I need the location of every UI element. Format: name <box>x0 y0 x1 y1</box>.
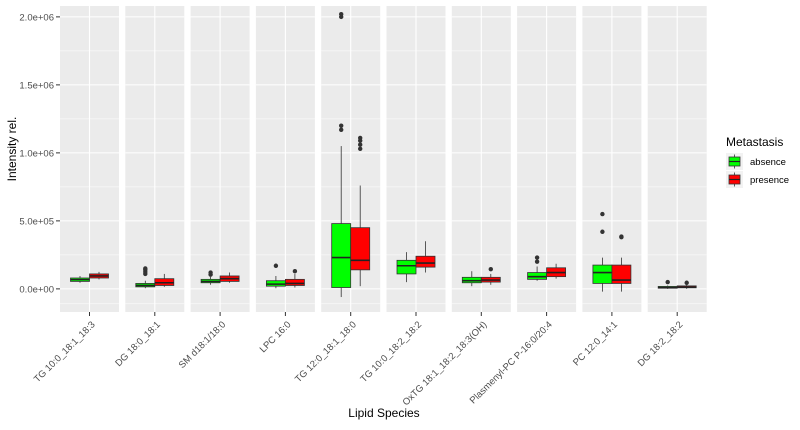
box-body <box>396 259 417 275</box>
facet-panel <box>125 6 185 312</box>
legend-title: Metastasis <box>726 135 783 149</box>
y-axis: 0.0e+00 5.0e+05 1.0e+06 1.5e+06 2.0e+06 <box>19 12 60 295</box>
facet-panel <box>647 6 707 312</box>
x-axis: TG 10:0_18:1_18:3 DG 18:0_18:1 SM d18:1/18… <box>32 312 685 408</box>
outlier-point <box>339 123 344 128</box>
facet-panel <box>321 6 381 312</box>
box-presence <box>611 234 632 292</box>
outlier-point <box>339 11 344 17</box>
box-presence <box>480 266 501 285</box>
x-tick-label: PC 12:0_14:1 <box>571 319 620 368</box>
y-tick-label: 5.0e+05 <box>19 216 54 227</box>
y-tick-label: 2.0e+06 <box>19 12 54 23</box>
facet-panel <box>582 6 642 312</box>
x-axis-title: Lipid Species <box>348 406 419 420</box>
box-presence <box>154 273 175 287</box>
outlier-point <box>273 263 279 268</box>
legend-item-presence: presence <box>726 171 789 188</box>
box-body <box>611 264 632 284</box>
facet-panel <box>60 6 119 312</box>
box-presence <box>546 263 566 279</box>
x-tick-label: TG 10:0_18:1_18:3 <box>32 319 98 385</box>
box-body <box>350 227 371 271</box>
legend-item-absence: absence <box>726 153 786 170</box>
box-body <box>284 278 305 286</box>
outlier-point <box>534 255 540 260</box>
facet-panel <box>190 6 250 312</box>
facet-panel <box>386 6 446 312</box>
outlier-point <box>292 269 298 274</box>
facet-panel <box>451 6 511 312</box>
legend: Metastasis absence presence <box>726 135 789 188</box>
legend-label: absence <box>750 157 786 168</box>
outlier-point <box>684 280 689 285</box>
outlier-point <box>358 142 363 147</box>
box-absence <box>331 11 352 298</box>
box-presence <box>415 241 436 273</box>
facet-panels <box>60 6 707 312</box>
outlier-point <box>208 270 213 275</box>
box-presence <box>89 271 109 280</box>
y-tick-label: 1.0e+06 <box>19 148 54 159</box>
y-axis-title: Intensity rel. <box>5 117 19 182</box>
y-tick-label: 1.5e+06 <box>19 80 54 91</box>
y-tick-label: 0.0e+00 <box>19 284 54 295</box>
outlier-point <box>358 146 363 151</box>
x-tick-label: LPC 16:0 <box>258 319 294 355</box>
outlier-point <box>358 135 363 141</box>
box-presence <box>350 135 371 287</box>
box-presence <box>676 280 697 289</box>
box-absence <box>70 275 90 283</box>
box-absence <box>396 252 417 283</box>
box-absence <box>527 255 547 281</box>
box-absence <box>135 266 156 289</box>
box-body <box>331 223 352 288</box>
x-tick-label: DG 18:0_18:1 <box>113 319 163 369</box>
box-presence <box>284 269 305 288</box>
outlier-point <box>143 266 148 271</box>
facet-panel <box>255 6 315 312</box>
x-tick-label: SM d18:1/18:0 <box>177 319 228 370</box>
box-presence <box>219 272 240 283</box>
x-tick-label: TG 12:0_18:1_18:0 <box>293 319 359 385</box>
outlier-point <box>619 234 624 239</box>
outlier-point <box>600 229 605 234</box>
outlier-point <box>665 279 670 285</box>
facet-panel <box>517 6 577 312</box>
x-tick-label: TG 10:0_18:2_18:2 <box>358 319 424 385</box>
legend-label: presence <box>750 175 789 186</box>
box-absence <box>657 279 678 289</box>
outlier-point <box>600 211 605 217</box>
outlier-point <box>534 259 540 264</box>
box-body <box>592 264 613 284</box>
outlier-point <box>339 127 344 132</box>
outlier-point <box>488 266 493 272</box>
x-tick-label: DG 18:2_18:2 <box>636 319 686 369</box>
box-body <box>415 255 436 268</box>
